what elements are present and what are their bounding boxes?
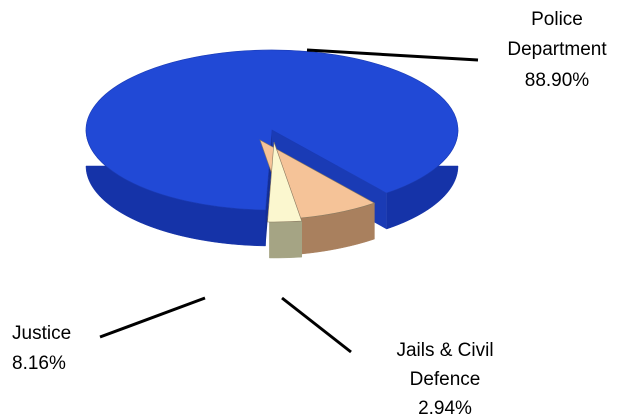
slice-jails-civil-defence (267, 141, 303, 259)
slice-value-jails: 2.94% (418, 398, 472, 419)
leader-lines (99, 48, 479, 354)
slice-top-police-department (85, 49, 459, 211)
leader-jails (281, 296, 352, 354)
slice-value-justice: 8.16% (12, 353, 66, 374)
slice-value-police: 88.90% (525, 70, 590, 91)
slices-layer (85, 49, 459, 259)
leader-police (306, 48, 479, 62)
slice-top-jails-civil-defence (267, 141, 303, 223)
slice-label-police-line1: Police (531, 9, 583, 30)
slice-side-jails-civil-defence (269, 220, 303, 259)
slice-label-justice: Justice (12, 323, 71, 344)
slice-label-police-line2: Department (507, 39, 607, 60)
slice-label-jails-line1: Jails & Civil (396, 340, 493, 361)
slice-label-jails-line2: Defence (410, 369, 481, 390)
leader-justice (99, 296, 206, 339)
